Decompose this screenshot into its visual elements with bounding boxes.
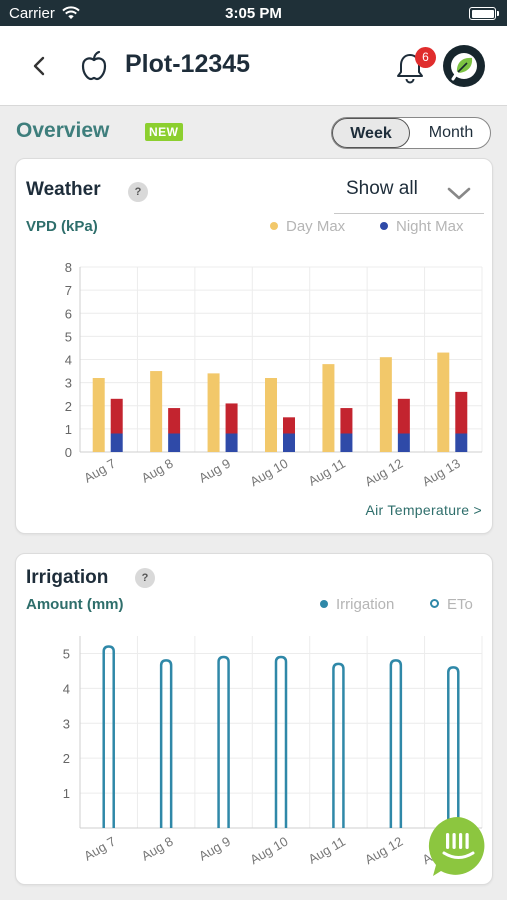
irrigation-y-tick-label: 1 [63, 786, 70, 801]
legend-day-max: Day Max [270, 218, 345, 235]
irrigation-x-tick-label: Aug 11 [306, 834, 348, 867]
back-chevron-icon[interactable] [28, 54, 52, 78]
battery-icon [469, 7, 499, 20]
apple-icon [81, 50, 107, 81]
dropdown-value: Show all [346, 178, 418, 199]
irrigation-x-tick-label: Aug 8 [139, 834, 176, 864]
irrigation-eto-bar [217, 655, 230, 828]
weather-help-icon[interactable]: ? [128, 182, 148, 202]
air-temperature-link[interactable]: Air Temperature > [365, 502, 482, 518]
month-toggle-button[interactable]: Month [428, 124, 474, 141]
vpd-night-max-bar [283, 417, 295, 434]
page-title: Plot-12345 [125, 50, 251, 78]
chevron-down-icon [447, 187, 471, 200]
notification-count-badge: 6 [415, 47, 436, 68]
vpd-day-max-bar [150, 371, 163, 452]
legend-night-max: Night Max [380, 218, 464, 235]
irrigation-x-tick-label: Aug 9 [196, 834, 233, 864]
legend-eto-label: ETo [447, 596, 473, 613]
vpd-x-tick-label: Aug 13 [420, 456, 463, 490]
vpd-x-tick-label: Aug 9 [196, 456, 233, 486]
vpd-y-tick-label: 2 [65, 399, 72, 414]
new-badge: NEW [145, 123, 183, 141]
vpd-night-max-bar [397, 398, 410, 434]
vpd-day-max-bar [379, 357, 392, 452]
overview-header: Overview NEW Week Month [0, 106, 507, 154]
vpd-y-tick-label: 0 [65, 445, 72, 460]
vpd-night-max-bar-base [225, 433, 238, 452]
chat-bubble-icon[interactable] [427, 815, 490, 878]
vpd-night-max-bar-base [168, 433, 181, 452]
vpd-day-max-bar [265, 378, 277, 452]
irrigation-eto-bar [159, 659, 173, 828]
weather-card: Weather ? Show all VPD (kPa) Day Max Nig… [15, 158, 493, 534]
irrigation-eto-bar [102, 645, 115, 828]
vpd-night-max-bar-base [455, 433, 468, 452]
irrigation-x-tick-label: Aug 10 [247, 834, 290, 868]
vpd-y-tick-label: 6 [65, 306, 72, 321]
leaf-logo-icon [451, 53, 477, 81]
vpd-night-max-bar-base [340, 433, 353, 452]
vpd-axis-label: VPD (kPa) [26, 218, 98, 235]
vpd-day-max-bar [92, 378, 105, 452]
overview-title: Overview [16, 119, 110, 142]
vpd-y-tick-label: 1 [65, 422, 72, 437]
legend-eto: ETo [430, 596, 473, 613]
weather-title: Weather [26, 179, 101, 200]
irrigation-title: Irrigation [26, 567, 109, 588]
amount-axis-label: Amount (mm) [26, 596, 124, 613]
vpd-x-tick-label: Aug 8 [139, 456, 176, 486]
vpd-x-tick-label: Aug 7 [81, 456, 118, 486]
vpd-day-max-bar [437, 352, 450, 452]
vpd-x-tick-label: Aug 10 [247, 456, 290, 490]
irrigation-y-tick-label: 5 [63, 646, 70, 661]
irrigation-eto-bar [332, 662, 345, 828]
irrigation-y-tick-label: 3 [63, 716, 70, 731]
status-bar: Carrier 3:05 PM [0, 0, 507, 26]
irrigation-eto-bar [274, 655, 288, 828]
vpd-night-max-bar [340, 408, 353, 434]
range-toggle: Week Month [331, 117, 491, 149]
vpd-y-tick-label: 8 [65, 260, 72, 275]
vpd-night-max-bar-base [283, 433, 295, 452]
vpd-y-tick-label: 4 [65, 353, 72, 368]
irrigation-x-tick-label: Aug 7 [81, 834, 118, 864]
irrigation-x-tick-label: Aug 12 [362, 834, 405, 868]
irrigation-eto-bar [447, 666, 460, 828]
navigation-bar: Plot-12345 6 [0, 26, 507, 106]
irrigation-card: Irrigation ? Amount (mm) Irrigation ETo … [15, 553, 493, 885]
profile-avatar[interactable] [443, 45, 485, 87]
wifi-icon [62, 6, 80, 19]
vpd-night-max-bar-base [110, 433, 123, 452]
legend-night-max-label: Night Max [396, 218, 464, 235]
vpd-x-tick-label: Aug 12 [362, 456, 405, 490]
irrigation-y-tick-label: 4 [63, 681, 70, 696]
legend-day-max-label: Day Max [286, 218, 346, 235]
show-all-dropdown[interactable]: Show all [334, 175, 484, 214]
vpd-chart: 0 1 2 3 4 5 6 7 8 Aug 7 Aug 8 Aug 9 Aug 10 Aug 11 Aug … [65, 260, 483, 490]
irrigation-y-tick-label: 2 [63, 751, 70, 766]
legend-irrigation-label: Irrigation [336, 596, 395, 613]
vpd-y-tick-label: 5 [65, 329, 72, 344]
vpd-day-max-bar [322, 364, 335, 452]
vpd-night-max-bar [225, 403, 238, 434]
vpd-y-tick-label: 3 [65, 376, 72, 391]
vpd-x-tick-label: Aug 11 [306, 456, 348, 489]
vpd-y-tick-label: 7 [65, 283, 72, 298]
carrier-label: Carrier [9, 5, 55, 22]
vpd-night-max-bar [455, 391, 468, 434]
vpd-night-max-bar [168, 408, 181, 434]
vpd-night-max-bar [110, 398, 123, 434]
vpd-night-max-bar-base [397, 433, 410, 452]
vpd-day-max-bar [207, 373, 220, 452]
irrigation-help-icon[interactable]: ? [135, 568, 155, 588]
legend-irrigation: Irrigation [320, 596, 394, 613]
clock: 3:05 PM [225, 5, 282, 22]
week-toggle-button[interactable]: Week [332, 118, 410, 148]
irrigation-eto-bar [389, 659, 403, 828]
